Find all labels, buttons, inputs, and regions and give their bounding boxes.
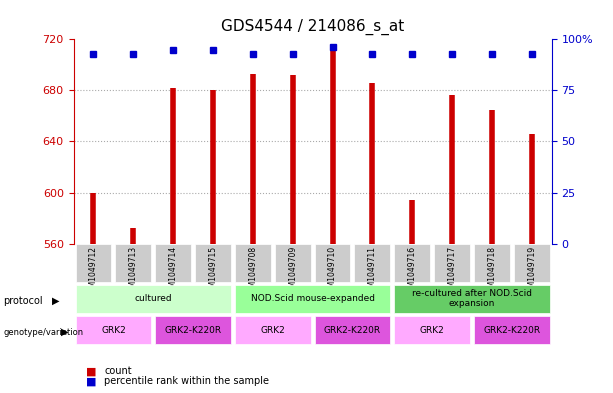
- FancyBboxPatch shape: [235, 285, 390, 313]
- FancyBboxPatch shape: [275, 244, 311, 282]
- Text: GSM1049717: GSM1049717: [447, 246, 457, 297]
- Text: ■: ■: [86, 376, 96, 386]
- Text: cultured: cultured: [134, 294, 172, 303]
- Text: ▶: ▶: [61, 327, 68, 337]
- Text: GSM1049715: GSM1049715: [208, 246, 218, 297]
- Text: protocol: protocol: [3, 296, 43, 306]
- FancyBboxPatch shape: [474, 244, 510, 282]
- Text: GSM1049716: GSM1049716: [408, 246, 417, 297]
- Text: ▶: ▶: [52, 296, 59, 306]
- FancyBboxPatch shape: [115, 244, 151, 282]
- Text: percentile rank within the sample: percentile rank within the sample: [104, 376, 269, 386]
- Text: GSM1049708: GSM1049708: [248, 246, 257, 297]
- Text: GSM1049718: GSM1049718: [487, 246, 497, 297]
- FancyBboxPatch shape: [394, 285, 550, 313]
- FancyBboxPatch shape: [474, 316, 550, 344]
- FancyBboxPatch shape: [235, 244, 271, 282]
- Text: genotype/variation: genotype/variation: [3, 328, 83, 336]
- Title: GDS4544 / 214086_s_at: GDS4544 / 214086_s_at: [221, 19, 404, 35]
- Text: GSM1049712: GSM1049712: [89, 246, 98, 297]
- FancyBboxPatch shape: [155, 316, 231, 344]
- Text: GRK2: GRK2: [101, 326, 126, 334]
- FancyBboxPatch shape: [75, 285, 231, 313]
- Text: GSM1049711: GSM1049711: [368, 246, 377, 297]
- FancyBboxPatch shape: [195, 244, 231, 282]
- Text: GRK2: GRK2: [420, 326, 444, 334]
- Text: GRK2: GRK2: [261, 326, 285, 334]
- FancyBboxPatch shape: [434, 244, 470, 282]
- FancyBboxPatch shape: [314, 244, 351, 282]
- Text: GRK2-K220R: GRK2-K220R: [483, 326, 541, 334]
- FancyBboxPatch shape: [235, 316, 311, 344]
- Text: GRK2-K220R: GRK2-K220R: [324, 326, 381, 334]
- FancyBboxPatch shape: [314, 316, 390, 344]
- Text: ■: ■: [86, 366, 96, 376]
- FancyBboxPatch shape: [75, 316, 151, 344]
- FancyBboxPatch shape: [354, 244, 390, 282]
- FancyBboxPatch shape: [394, 244, 430, 282]
- FancyBboxPatch shape: [75, 244, 112, 282]
- Text: GSM1049714: GSM1049714: [169, 246, 178, 297]
- Text: GRK2-K220R: GRK2-K220R: [164, 326, 222, 334]
- Text: NOD.Scid mouse-expanded: NOD.Scid mouse-expanded: [251, 294, 375, 303]
- Text: re-cultured after NOD.Scid
expansion: re-cultured after NOD.Scid expansion: [412, 289, 532, 309]
- Text: GSM1049710: GSM1049710: [328, 246, 337, 297]
- FancyBboxPatch shape: [155, 244, 191, 282]
- Text: GSM1049719: GSM1049719: [527, 246, 536, 297]
- FancyBboxPatch shape: [394, 316, 470, 344]
- Text: count: count: [104, 366, 132, 376]
- Text: GSM1049713: GSM1049713: [129, 246, 138, 297]
- Text: GSM1049709: GSM1049709: [288, 246, 297, 297]
- FancyBboxPatch shape: [514, 244, 550, 282]
